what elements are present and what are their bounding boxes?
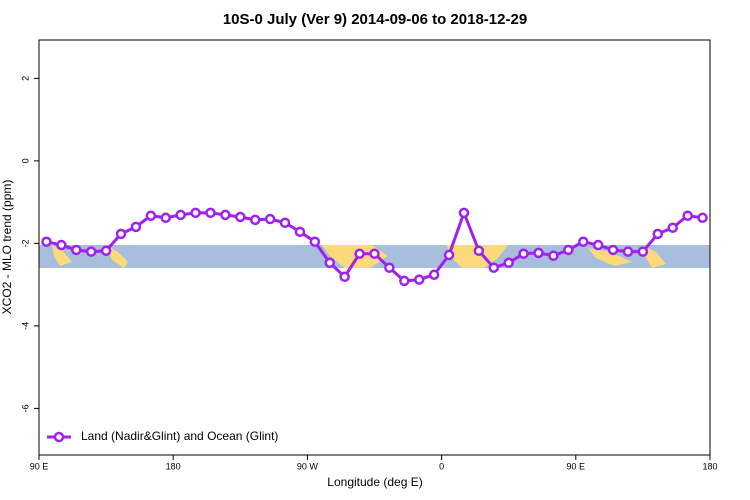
point (324, 257, 336, 269)
point (607, 244, 619, 256)
point (667, 222, 678, 233)
point (384, 262, 395, 273)
point (249, 214, 261, 226)
point (100, 245, 112, 257)
x-tick-label: 90 E (30, 461, 49, 471)
point (175, 209, 186, 221)
point (563, 244, 574, 256)
point (488, 262, 500, 273)
point (235, 211, 246, 223)
point (279, 217, 291, 228)
point (413, 274, 425, 285)
point (264, 213, 276, 225)
x-tick-label: 90 W (297, 461, 319, 471)
y-tick-label: -2 (20, 239, 30, 247)
point (354, 248, 365, 259)
point (41, 236, 52, 247)
point (130, 221, 142, 233)
point (697, 212, 708, 224)
point (682, 210, 693, 221)
point (339, 271, 350, 283)
y-tick-label: -6 (20, 404, 30, 412)
point (443, 249, 455, 261)
x-tick-label: 180 (166, 461, 181, 471)
point (503, 257, 514, 269)
point (548, 250, 559, 262)
legend-marker (53, 431, 65, 443)
point (578, 236, 589, 247)
y-tick-label: 0 (20, 158, 30, 163)
point (71, 244, 82, 256)
point (309, 236, 321, 247)
x-tick-label: 0 (439, 461, 444, 471)
point (160, 212, 171, 224)
point (473, 245, 485, 257)
point (592, 239, 604, 251)
point (220, 209, 231, 221)
y-axis-label: XCO2 - MLO trend (ppm) (0, 180, 14, 315)
point (533, 247, 544, 259)
point (428, 269, 440, 280)
point (205, 207, 216, 219)
x-tick-label: 90 E (567, 461, 586, 471)
y-tick-label: 2 (20, 76, 30, 81)
plot-frame (38, 39, 711, 456)
point (518, 248, 529, 259)
legend-label: Land (Nadir&Glint) and Ocean (Glint) (81, 429, 278, 443)
x-tick-label: 180 (702, 461, 717, 471)
point (622, 246, 634, 257)
point (190, 207, 201, 219)
point (115, 228, 127, 240)
point (637, 246, 649, 257)
chart-title: 10S-0 July (Ver 9) 2014-09-06 to 2018-12… (223, 11, 527, 28)
x-axis-label: Longitude (deg E) (327, 475, 422, 489)
point (145, 210, 157, 221)
point (399, 275, 410, 287)
point (369, 248, 380, 259)
point (85, 246, 97, 257)
point (56, 239, 67, 251)
point (458, 207, 470, 219)
point (652, 228, 664, 240)
y-tick-label: -4 (20, 322, 30, 330)
point (294, 226, 306, 238)
